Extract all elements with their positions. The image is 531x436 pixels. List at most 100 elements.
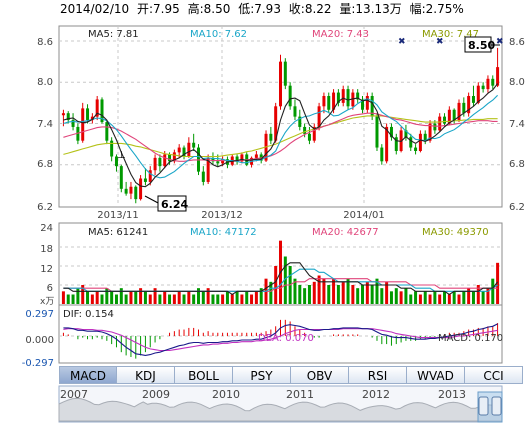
volume-bar	[269, 281, 273, 304]
y-tick: 8.6	[37, 37, 53, 48]
candle-body	[389, 126, 393, 138]
tab-cci[interactable]: CCI	[465, 366, 523, 384]
y-tick: -0.297	[22, 358, 54, 369]
x-tick: 2013/12	[201, 210, 243, 221]
tab-psy[interactable]: PSY	[233, 366, 291, 384]
dividend-marker: ⊥	[117, 150, 126, 161]
candle-body	[356, 92, 360, 100]
volume-bar	[182, 294, 186, 304]
volume-bar	[471, 291, 475, 304]
volume-bar	[61, 291, 65, 304]
indicator-tabs: MACD KDJ BOLL PSY OBV RSI WVAD CCI	[59, 366, 523, 384]
volume-bar	[356, 288, 360, 304]
volume-bar	[211, 294, 215, 304]
candle-body	[457, 102, 461, 121]
volume-bar	[216, 294, 220, 304]
event-marker-icon[interactable]: ✖	[436, 37, 444, 47]
candle-body	[168, 154, 172, 162]
volume-bar	[365, 281, 369, 304]
macd-lines	[63, 323, 498, 356]
quote-header: 2014/02/10 开:7.95 高:8.50 低:7.93 收:8.22 量…	[60, 1, 464, 16]
volume-bar	[143, 291, 147, 304]
candle-body	[100, 99, 104, 123]
candle-body	[105, 122, 109, 141]
candle-body	[414, 147, 418, 151]
ma10-line	[63, 94, 498, 179]
volume-bar	[298, 285, 302, 304]
price-panel-frame	[58, 25, 503, 208]
y-tick: 8.0	[509, 77, 525, 88]
timeline-right-handle[interactable]	[491, 396, 502, 416]
volume-bar	[307, 285, 311, 304]
tab-obv[interactable]: OBV	[291, 366, 349, 384]
ma5-legend: MA5: 7.81	[88, 29, 139, 40]
volume-bar	[274, 266, 278, 304]
x-tick: 2014/01	[343, 210, 385, 221]
candle-body	[177, 147, 181, 153]
ma5-line	[63, 83, 499, 188]
volume-bar	[95, 291, 99, 304]
candle-body	[283, 61, 287, 86]
candle-body	[211, 157, 215, 162]
y-tick: 6.2	[509, 202, 525, 213]
y-tick: 7.4	[509, 119, 525, 130]
volume-bar	[105, 288, 109, 304]
tab-wvad[interactable]: WVAD	[407, 366, 465, 384]
volume-bar	[351, 285, 355, 304]
volume-bar	[66, 294, 70, 304]
volume-bar	[414, 291, 418, 304]
event-marker-icon[interactable]: ✖	[398, 37, 406, 47]
volume-bar	[124, 294, 128, 304]
candle-body	[365, 96, 369, 110]
candle-body	[433, 123, 437, 131]
candle-body	[471, 96, 475, 103]
candle-body	[134, 186, 138, 200]
close-value: 8.22	[305, 2, 332, 16]
vol-ma20-legend: MA20: 42677	[312, 227, 379, 238]
tab-boll[interactable]: BOLL	[175, 366, 233, 384]
volume-bar	[332, 278, 336, 304]
volume-bar	[293, 278, 297, 304]
candle-body	[274, 106, 278, 141]
candle-body	[119, 166, 123, 189]
candle-body	[423, 133, 427, 141]
volume-bar	[139, 288, 143, 304]
timeline-left-handle[interactable]	[478, 396, 489, 416]
amplitude-value: 2.75%	[426, 2, 464, 16]
macd-y-axis: 0.297 0.000 -0.297	[22, 309, 54, 369]
candle-body	[404, 130, 408, 138]
volume-bar	[322, 278, 326, 304]
volume-bar	[361, 285, 365, 304]
volume-bar	[457, 294, 461, 304]
y-tick: 6.8	[37, 159, 53, 170]
volume-bar	[418, 294, 422, 304]
vol-ma10-legend: MA10: 47172	[190, 227, 257, 238]
candle-body	[336, 92, 340, 103]
volume-bar	[283, 256, 287, 304]
ma10-legend: MA10: 7.62	[190, 29, 247, 40]
volume-bar	[486, 288, 490, 304]
timeline-range-selector[interactable]	[477, 391, 503, 423]
y-tick: 12	[40, 264, 53, 275]
candle-body	[235, 156, 239, 162]
volume-bar	[438, 294, 442, 304]
candle-body	[129, 186, 133, 194]
tab-kdj[interactable]: KDJ	[117, 366, 175, 384]
dea-line	[63, 328, 498, 352]
event-marker-icon[interactable]: ✖	[496, 37, 504, 47]
tab-rsi[interactable]: RSI	[349, 366, 407, 384]
low-price-callout: 6.24	[144, 195, 188, 212]
volume-grid	[59, 246, 502, 286]
volume-bar	[221, 294, 225, 304]
ma30-legend: MA30: 7.47	[422, 29, 479, 40]
tab-macd[interactable]: MACD	[59, 366, 117, 384]
candle-body	[90, 116, 94, 121]
candle-body	[312, 126, 316, 141]
volume-bar	[129, 291, 133, 304]
candle-body	[481, 85, 485, 90]
y-tick: 6.8	[509, 159, 525, 170]
candle-body	[279, 61, 282, 107]
volume-bar	[206, 288, 210, 304]
candle-body	[327, 96, 331, 110]
